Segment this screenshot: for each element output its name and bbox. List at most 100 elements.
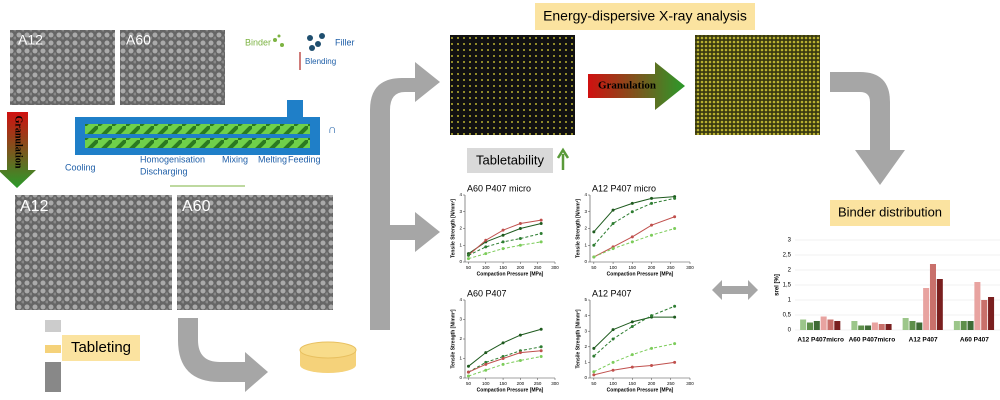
point xyxy=(518,351,522,355)
tablet-press xyxy=(45,362,61,392)
arrow xyxy=(370,62,440,330)
y-axis-label: Tensile Strength [N/mm²] xyxy=(575,199,581,258)
point xyxy=(673,360,677,364)
y-tick-label: 2 xyxy=(584,344,587,349)
screw xyxy=(85,138,310,148)
bar xyxy=(827,319,834,330)
point xyxy=(539,221,543,225)
x-tick-label: 50 xyxy=(591,381,597,386)
point xyxy=(518,243,522,247)
point xyxy=(630,353,634,357)
header-title: Energy-dispersive X-ray analysis xyxy=(543,8,747,24)
point xyxy=(484,238,488,242)
edx-image xyxy=(450,35,575,135)
x-tick-label: 300 xyxy=(551,381,559,386)
y-tick-label: 2 xyxy=(788,268,792,274)
y-tick-label: 4 xyxy=(584,192,587,197)
tabletability-box xyxy=(467,148,553,173)
x-tick-label: 100 xyxy=(609,381,617,386)
point xyxy=(518,221,522,225)
image-label: A60 xyxy=(126,32,151,48)
point xyxy=(539,349,543,353)
chart-title: A12 P407 micro xyxy=(592,183,656,193)
y-tick-label: 1 xyxy=(459,356,462,361)
cooling-label: Cooling xyxy=(65,162,96,172)
hopper xyxy=(287,100,303,118)
x-tick-label: 250 xyxy=(667,381,675,386)
bar xyxy=(806,322,813,330)
bar xyxy=(878,324,885,330)
chart-title: A60 P407 micro xyxy=(467,183,531,193)
point xyxy=(592,255,596,259)
tabletability-label: Tabletability xyxy=(476,152,544,167)
tableting-label: Tableting xyxy=(71,339,131,356)
bar xyxy=(885,324,892,330)
bar xyxy=(800,319,807,330)
y-tick-label: 1 xyxy=(584,360,587,365)
point xyxy=(592,346,596,350)
point xyxy=(539,240,543,244)
point xyxy=(611,360,615,364)
bar xyxy=(988,297,995,330)
x-axis-label: Compaction Pressure [MPa] xyxy=(477,387,544,393)
chart-bg xyxy=(445,181,560,283)
bar xyxy=(981,300,988,330)
y-tick-label: 3 xyxy=(788,238,792,244)
point xyxy=(650,364,654,368)
point xyxy=(673,215,677,219)
tablet xyxy=(299,341,357,359)
bar xyxy=(858,325,865,330)
point xyxy=(630,365,634,369)
bar xyxy=(916,322,923,330)
point xyxy=(466,257,470,261)
bar xyxy=(909,321,916,330)
bar xyxy=(902,318,909,330)
x-tick-label: 50 xyxy=(591,265,597,270)
point xyxy=(650,233,654,237)
y-tick-label: 4 xyxy=(459,297,462,302)
tableting-box xyxy=(62,335,140,361)
point xyxy=(673,315,677,319)
extruder xyxy=(75,117,320,155)
granulation-arrow xyxy=(588,62,685,110)
bar xyxy=(936,279,943,330)
point xyxy=(466,364,470,368)
x-tick-label: A12 P407micro xyxy=(797,337,844,344)
y-tick-label: 0,5 xyxy=(783,313,792,319)
y-tick-label: 2 xyxy=(459,336,462,341)
y-tick-label: 5 xyxy=(584,297,587,302)
point xyxy=(539,218,543,222)
x-tick-label: 250 xyxy=(534,381,542,386)
point xyxy=(630,320,634,324)
chart-title: A60 P407 xyxy=(467,288,507,298)
y-tick-label: 2 xyxy=(459,226,462,231)
arrow xyxy=(830,72,905,185)
x-tick-label: 250 xyxy=(667,265,675,270)
point xyxy=(611,208,615,212)
granulation-arrow xyxy=(0,112,36,188)
point xyxy=(630,240,634,244)
y-axis-label: Tensile Strength [N/mm²] xyxy=(450,309,456,368)
x-axis-label: Compaction Pressure [MPa] xyxy=(607,387,674,393)
point xyxy=(466,374,470,378)
point xyxy=(630,210,634,214)
sem-image xyxy=(15,195,172,310)
y-tick-label: 3 xyxy=(584,328,587,333)
point xyxy=(650,314,654,318)
discharging-label: Discharging xyxy=(140,166,188,176)
point xyxy=(630,201,634,205)
y-tick-label: 0 xyxy=(584,259,587,264)
bar xyxy=(929,264,936,330)
image-label: A60 xyxy=(182,198,211,215)
point xyxy=(611,337,615,341)
point xyxy=(484,252,488,256)
granulation-label: Granulation xyxy=(13,116,24,169)
image-label: A12 xyxy=(18,32,43,48)
y-tick-label: 0 xyxy=(584,375,587,380)
point xyxy=(466,253,470,257)
y-tick-label: 1 xyxy=(459,242,462,247)
x-tick-label: 100 xyxy=(482,381,490,386)
y-tick-label: 1 xyxy=(788,298,792,304)
sem-image xyxy=(10,30,115,105)
